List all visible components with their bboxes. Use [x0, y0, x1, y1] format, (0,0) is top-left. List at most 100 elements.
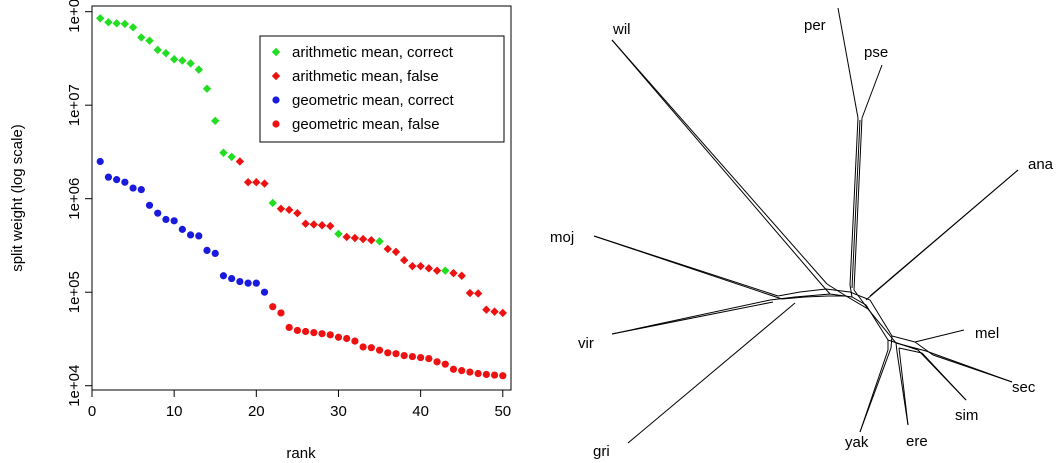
- x-tick-label: 30: [330, 403, 347, 420]
- data-point-arithmetic-mean: [137, 33, 146, 42]
- data-point-arithmetic-mean: [227, 152, 236, 162]
- data-point-geometric-mean: [334, 333, 343, 341]
- data-point-arithmetic-mean: [186, 59, 195, 68]
- data-point-arithmetic-mean: [194, 65, 204, 74]
- data-point-arithmetic-mean: [145, 36, 154, 45]
- data-point-arithmetic-mean: [268, 198, 277, 208]
- data-point-geometric-mean: [293, 326, 301, 335]
- data-point-arithmetic-mean: [416, 261, 425, 271]
- data-point-geometric-mean: [351, 337, 359, 345]
- data-point-geometric-mean: [302, 327, 310, 336]
- data-point-geometric-mean: [228, 274, 236, 283]
- data-point-arithmetic-mean: [498, 308, 507, 318]
- data-point-arithmetic-mean: [342, 232, 351, 242]
- legend-box: [259, 35, 505, 143]
- x-tick-label: 0: [88, 403, 96, 420]
- data-point-arithmetic-mean: [317, 221, 327, 230]
- data-point-geometric-mean: [384, 349, 392, 357]
- data-point-arithmetic-mean: [243, 178, 253, 187]
- data-point-geometric-mean: [203, 246, 211, 254]
- data-point-geometric-mean: [490, 371, 499, 379]
- y-tick-label: 1e+04: [66, 365, 83, 407]
- data-point-arithmetic-mean: [350, 233, 360, 243]
- data-point-geometric-mean: [359, 343, 367, 351]
- legend-entry: geometric mean, correct: [292, 92, 455, 109]
- y-axis-label: split weight (log scale): [9, 124, 26, 272]
- data-point-geometric-mean: [211, 249, 219, 258]
- data-point-geometric-mean: [458, 367, 466, 375]
- data-point-geometric-mean: [186, 231, 195, 239]
- data-point-arithmetic-mean: [367, 235, 376, 245]
- data-point-arithmetic-mean: [334, 229, 343, 239]
- plot-frame: [91, 5, 512, 391]
- data-point-geometric-mean: [425, 354, 433, 363]
- data-point-geometric-mean: [113, 176, 121, 184]
- taxon-label-per: per: [804, 17, 826, 34]
- x-axis-ticks: 0 10 20 30 40 50: [88, 390, 511, 420]
- data-point-geometric-mean: [367, 344, 375, 352]
- data-point-geometric-mean: [162, 215, 170, 224]
- legend-entry: geometric mean, false: [292, 116, 440, 133]
- data-point-arithmetic-mean: [441, 266, 450, 275]
- data-point-geometric-mean: [154, 209, 162, 217]
- data-point-arithmetic-mean: [399, 255, 409, 265]
- data-point-arithmetic-mean: [449, 268, 458, 278]
- taxon-label-wil: wil: [612, 21, 631, 38]
- data-point-geometric-mean: [392, 350, 400, 358]
- data-point-geometric-mean: [96, 157, 104, 166]
- data-point-geometric-mean: [417, 353, 425, 362]
- data-point-geometric-mean: [482, 370, 490, 379]
- taxon-label-mel: mel: [975, 325, 999, 342]
- data-point-geometric-mean: [474, 369, 482, 378]
- data-point-arithmetic-mean: [284, 205, 294, 215]
- taxon-label-sec: sec: [1012, 379, 1036, 396]
- data-point-arithmetic-mean: [482, 305, 491, 314]
- data-point-arithmetic-mean: [153, 45, 162, 55]
- data-point-geometric-mean: [252, 279, 260, 287]
- taxon-label-vir: vir: [578, 335, 594, 352]
- data-point-geometric-mean: [400, 351, 408, 360]
- data-point-arithmetic-mean: [473, 289, 483, 298]
- taxon-label-pse: pse: [864, 44, 888, 61]
- data-point-geometric-mean: [310, 328, 318, 337]
- x-tick-label: 40: [412, 403, 429, 420]
- legend: arithmetic mean, correct arithmetic mean,…: [259, 35, 505, 143]
- data-point-arithmetic-mean: [293, 208, 302, 218]
- data-point-geometric-mean: [433, 358, 441, 366]
- data-point-geometric-mean: [499, 372, 507, 380]
- legend-marker: [271, 71, 281, 81]
- data-point-geometric-mean: [145, 201, 154, 209]
- y-tick-label: 1e+05: [66, 271, 83, 313]
- data-point-arithmetic-mean: [128, 23, 138, 32]
- data-point-geometric-mean: [170, 217, 178, 225]
- data-point-geometric-mean: [285, 323, 293, 332]
- taxon-label-moj: moj: [550, 229, 574, 246]
- network-edges: [593, 7, 1019, 444]
- data-point-geometric-mean: [269, 303, 277, 311]
- data-point-arithmetic-mean: [219, 148, 228, 157]
- x-axis-label: rank: [286, 445, 316, 462]
- taxon-label-ere: ere: [906, 433, 928, 450]
- data-point-geometric-mean: [277, 309, 285, 317]
- data-points: [96, 14, 507, 380]
- scatter-plot: 0 10 20 30 40 50 1e+04 1e+05 1e+06 1e+07 1e+08 ra…: [9, 0, 512, 462]
- data-point-arithmetic-mean: [260, 179, 269, 188]
- taxon-label-gri: gri: [593, 443, 610, 460]
- data-point-arithmetic-mean: [178, 56, 187, 65]
- data-point-geometric-mean: [129, 184, 137, 192]
- data-point-geometric-mean: [244, 279, 252, 287]
- data-point-arithmetic-mean: [202, 84, 212, 93]
- data-point-arithmetic-mean: [120, 19, 130, 29]
- data-point-arithmetic-mean: [309, 220, 319, 229]
- taxon-label-sim: sim: [955, 407, 978, 424]
- data-point-geometric-mean: [441, 360, 449, 368]
- data-point-geometric-mean: [121, 178, 129, 186]
- y-tick-label: 1e+07: [66, 84, 83, 126]
- data-point-geometric-mean: [466, 368, 474, 376]
- taxon-label-yak: yak: [845, 434, 869, 451]
- data-point-arithmetic-mean: [252, 178, 261, 187]
- data-point-geometric-mean: [343, 334, 351, 343]
- legend-entry: arithmetic mean, correct: [292, 44, 454, 61]
- data-point-geometric-mean: [104, 173, 113, 181]
- data-point-geometric-mean: [375, 346, 384, 354]
